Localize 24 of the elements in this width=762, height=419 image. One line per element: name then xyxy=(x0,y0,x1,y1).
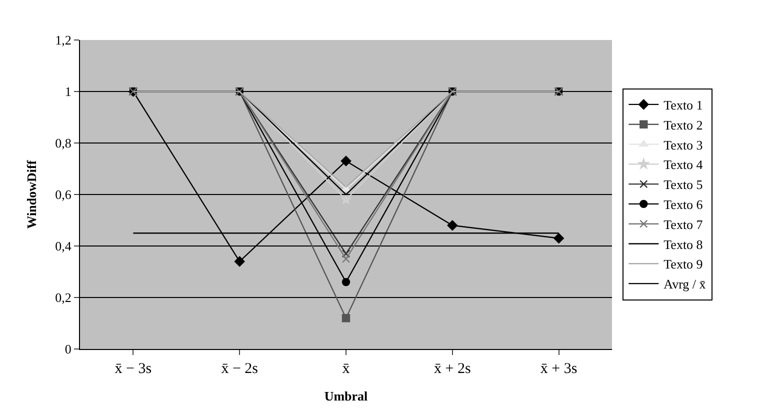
y-tick-label: 1 xyxy=(64,84,72,100)
legend-label: Texto 5 xyxy=(664,177,703,192)
legend-label: Texto 7 xyxy=(664,216,704,232)
y-tick-label: 0,2 xyxy=(55,290,72,306)
legend-label: Texto 2 xyxy=(664,117,703,132)
x-tick-label: x̄ xyxy=(342,361,350,377)
y-tick-label: 0,4 xyxy=(55,238,72,254)
legend-label: Texto 8 xyxy=(664,236,703,252)
legend-label: Texto 4 xyxy=(664,157,704,172)
x-tick-label: x̄ + 2s xyxy=(434,361,471,377)
legend-label: Texto 1 xyxy=(664,98,703,113)
y-tick-label: 0,6 xyxy=(55,187,72,202)
legend-label: Texto 3 xyxy=(664,137,703,152)
y-tick-label: 1,2 xyxy=(55,32,72,48)
legend-label: Avrg / x̄ xyxy=(664,276,706,292)
x-tick-label: x̄ + 3s xyxy=(540,361,578,377)
x-tick-label: x̄ − 2s xyxy=(221,361,258,377)
y-tick-label: 0,8 xyxy=(55,136,72,151)
x-axis-title: Umbral xyxy=(324,388,368,404)
legend-label: Texto 9 xyxy=(664,256,703,272)
legend-label: Texto 6 xyxy=(664,197,704,212)
x-tick-label: x̄ − 3s xyxy=(114,361,152,377)
y-tick-label: 0 xyxy=(64,342,72,357)
y-axis-title: WindowDiff xyxy=(24,160,40,229)
